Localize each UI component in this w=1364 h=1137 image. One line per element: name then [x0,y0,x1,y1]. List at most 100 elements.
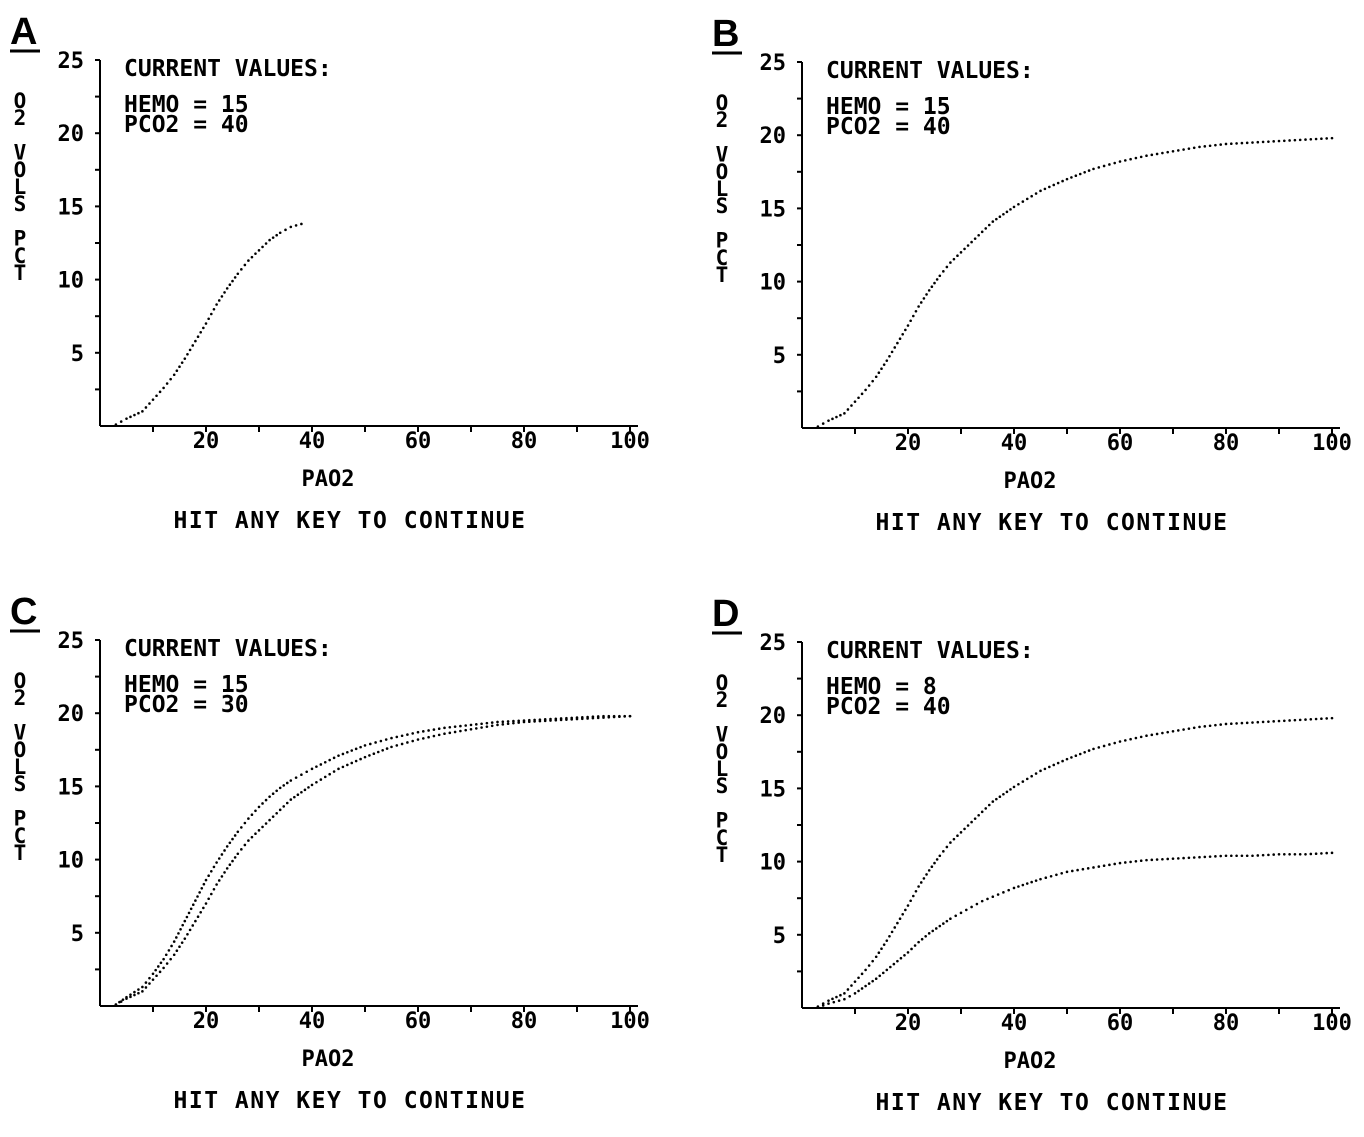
curve-point [183,919,187,923]
curve-point [1161,731,1164,735]
curve-point [843,997,846,1001]
curve-point [257,249,261,252]
curve-point [1314,717,1318,721]
curve-point [337,767,340,771]
curve-point [1298,718,1302,722]
curve-point [278,808,282,812]
y-tick-label: 5 [71,922,84,947]
curve-point [167,949,171,952]
curve-point [864,968,867,972]
curve-point [554,718,558,722]
panel-letter: C [10,591,37,633]
curve-point [1203,855,1207,859]
x-axis-label: PAO2 [1004,1049,1057,1074]
y-tick-label: 10 [760,851,787,876]
curve-point [925,293,928,296]
curve-point [310,783,314,787]
curve-point [1108,163,1111,166]
curve-point [194,339,197,343]
curve-point [987,223,991,227]
curve-point [363,755,367,759]
curve-point [188,928,192,932]
curve-point [1039,769,1042,773]
curve-point [315,765,318,768]
hemo-value: HEMO = 15 [124,672,249,698]
curve-point [602,716,605,719]
curve-point [986,897,989,901]
curve-point [114,1003,118,1006]
curve-point [1070,756,1073,759]
curve-point [179,927,182,931]
y-tick-label: 5 [773,344,786,369]
curve-point [1187,856,1191,860]
dissociation-curve [816,136,1334,428]
curve-point [207,317,210,321]
curve-point [437,727,441,731]
x-tick-label: 20 [895,1011,922,1036]
curve-point [1065,177,1069,181]
curve-point [1049,874,1053,878]
curve-point [885,359,889,362]
curve-point [977,233,980,237]
curve-point [191,903,195,906]
curve-point [1177,729,1180,732]
curve-point [148,982,151,985]
curve-point [328,772,331,776]
curve-point [264,798,268,802]
curve-point [839,413,842,417]
y-tick-label: 15 [760,777,787,802]
curve-point [1061,179,1064,183]
curve-point [129,993,132,996]
curve-point [1108,863,1111,867]
curve-point [559,718,563,722]
curve-point [170,944,173,948]
dissociation-curve [114,222,303,426]
curve-point [154,968,157,972]
curve-point [125,997,128,1000]
curve-point [225,867,229,870]
curve-point [247,817,250,820]
curve-point [296,793,300,796]
curve-point [1330,851,1334,855]
curve-point [341,752,345,756]
panel-d: D 5 10 15 20 25 20 40 60 80 100 PAO2 O 2 V O L S P C T CURREN… [702,582,1364,1137]
dissociation-curve [114,714,632,1006]
x-axis-label: PAO2 [302,1047,355,1072]
curve-point [970,905,973,909]
curve-point [432,728,436,731]
curve-point [220,875,224,878]
y-tick-label: 25 [58,629,85,654]
curve-point [973,817,977,820]
curve-point [289,798,293,801]
curve-point [1272,720,1275,723]
curve-point [984,227,988,230]
curve-point [282,784,286,787]
curve-point [987,803,991,807]
curve-point [623,715,626,718]
curve-point [1076,868,1079,872]
curve-point [1074,754,1078,758]
panel-letter: A [10,11,37,53]
curve-point [1134,156,1138,160]
curve-point [528,720,531,723]
curve-point [1267,140,1270,143]
curve-point [133,413,136,417]
curve-point [827,419,830,422]
curve-point [890,350,894,354]
curve-point [1177,149,1180,152]
curve-point [250,835,254,839]
curve-point [196,335,200,338]
curve-point [888,934,891,938]
curve-point [896,341,899,345]
x-tick-label: 40 [1001,431,1028,456]
curve-point [618,715,621,719]
curve-point [1145,858,1148,862]
curve-point [199,331,202,334]
curve-point [1320,137,1323,141]
curve-point [1150,733,1154,737]
curve-point [1129,860,1132,864]
x-tick-label: 60 [1107,431,1134,456]
curve-point [374,741,377,744]
curve-point [1009,208,1012,211]
dissociation-curve [114,714,632,1006]
